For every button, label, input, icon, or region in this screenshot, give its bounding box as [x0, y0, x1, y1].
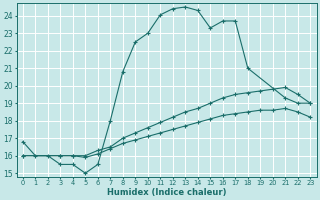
- X-axis label: Humidex (Indice chaleur): Humidex (Indice chaleur): [107, 188, 226, 197]
